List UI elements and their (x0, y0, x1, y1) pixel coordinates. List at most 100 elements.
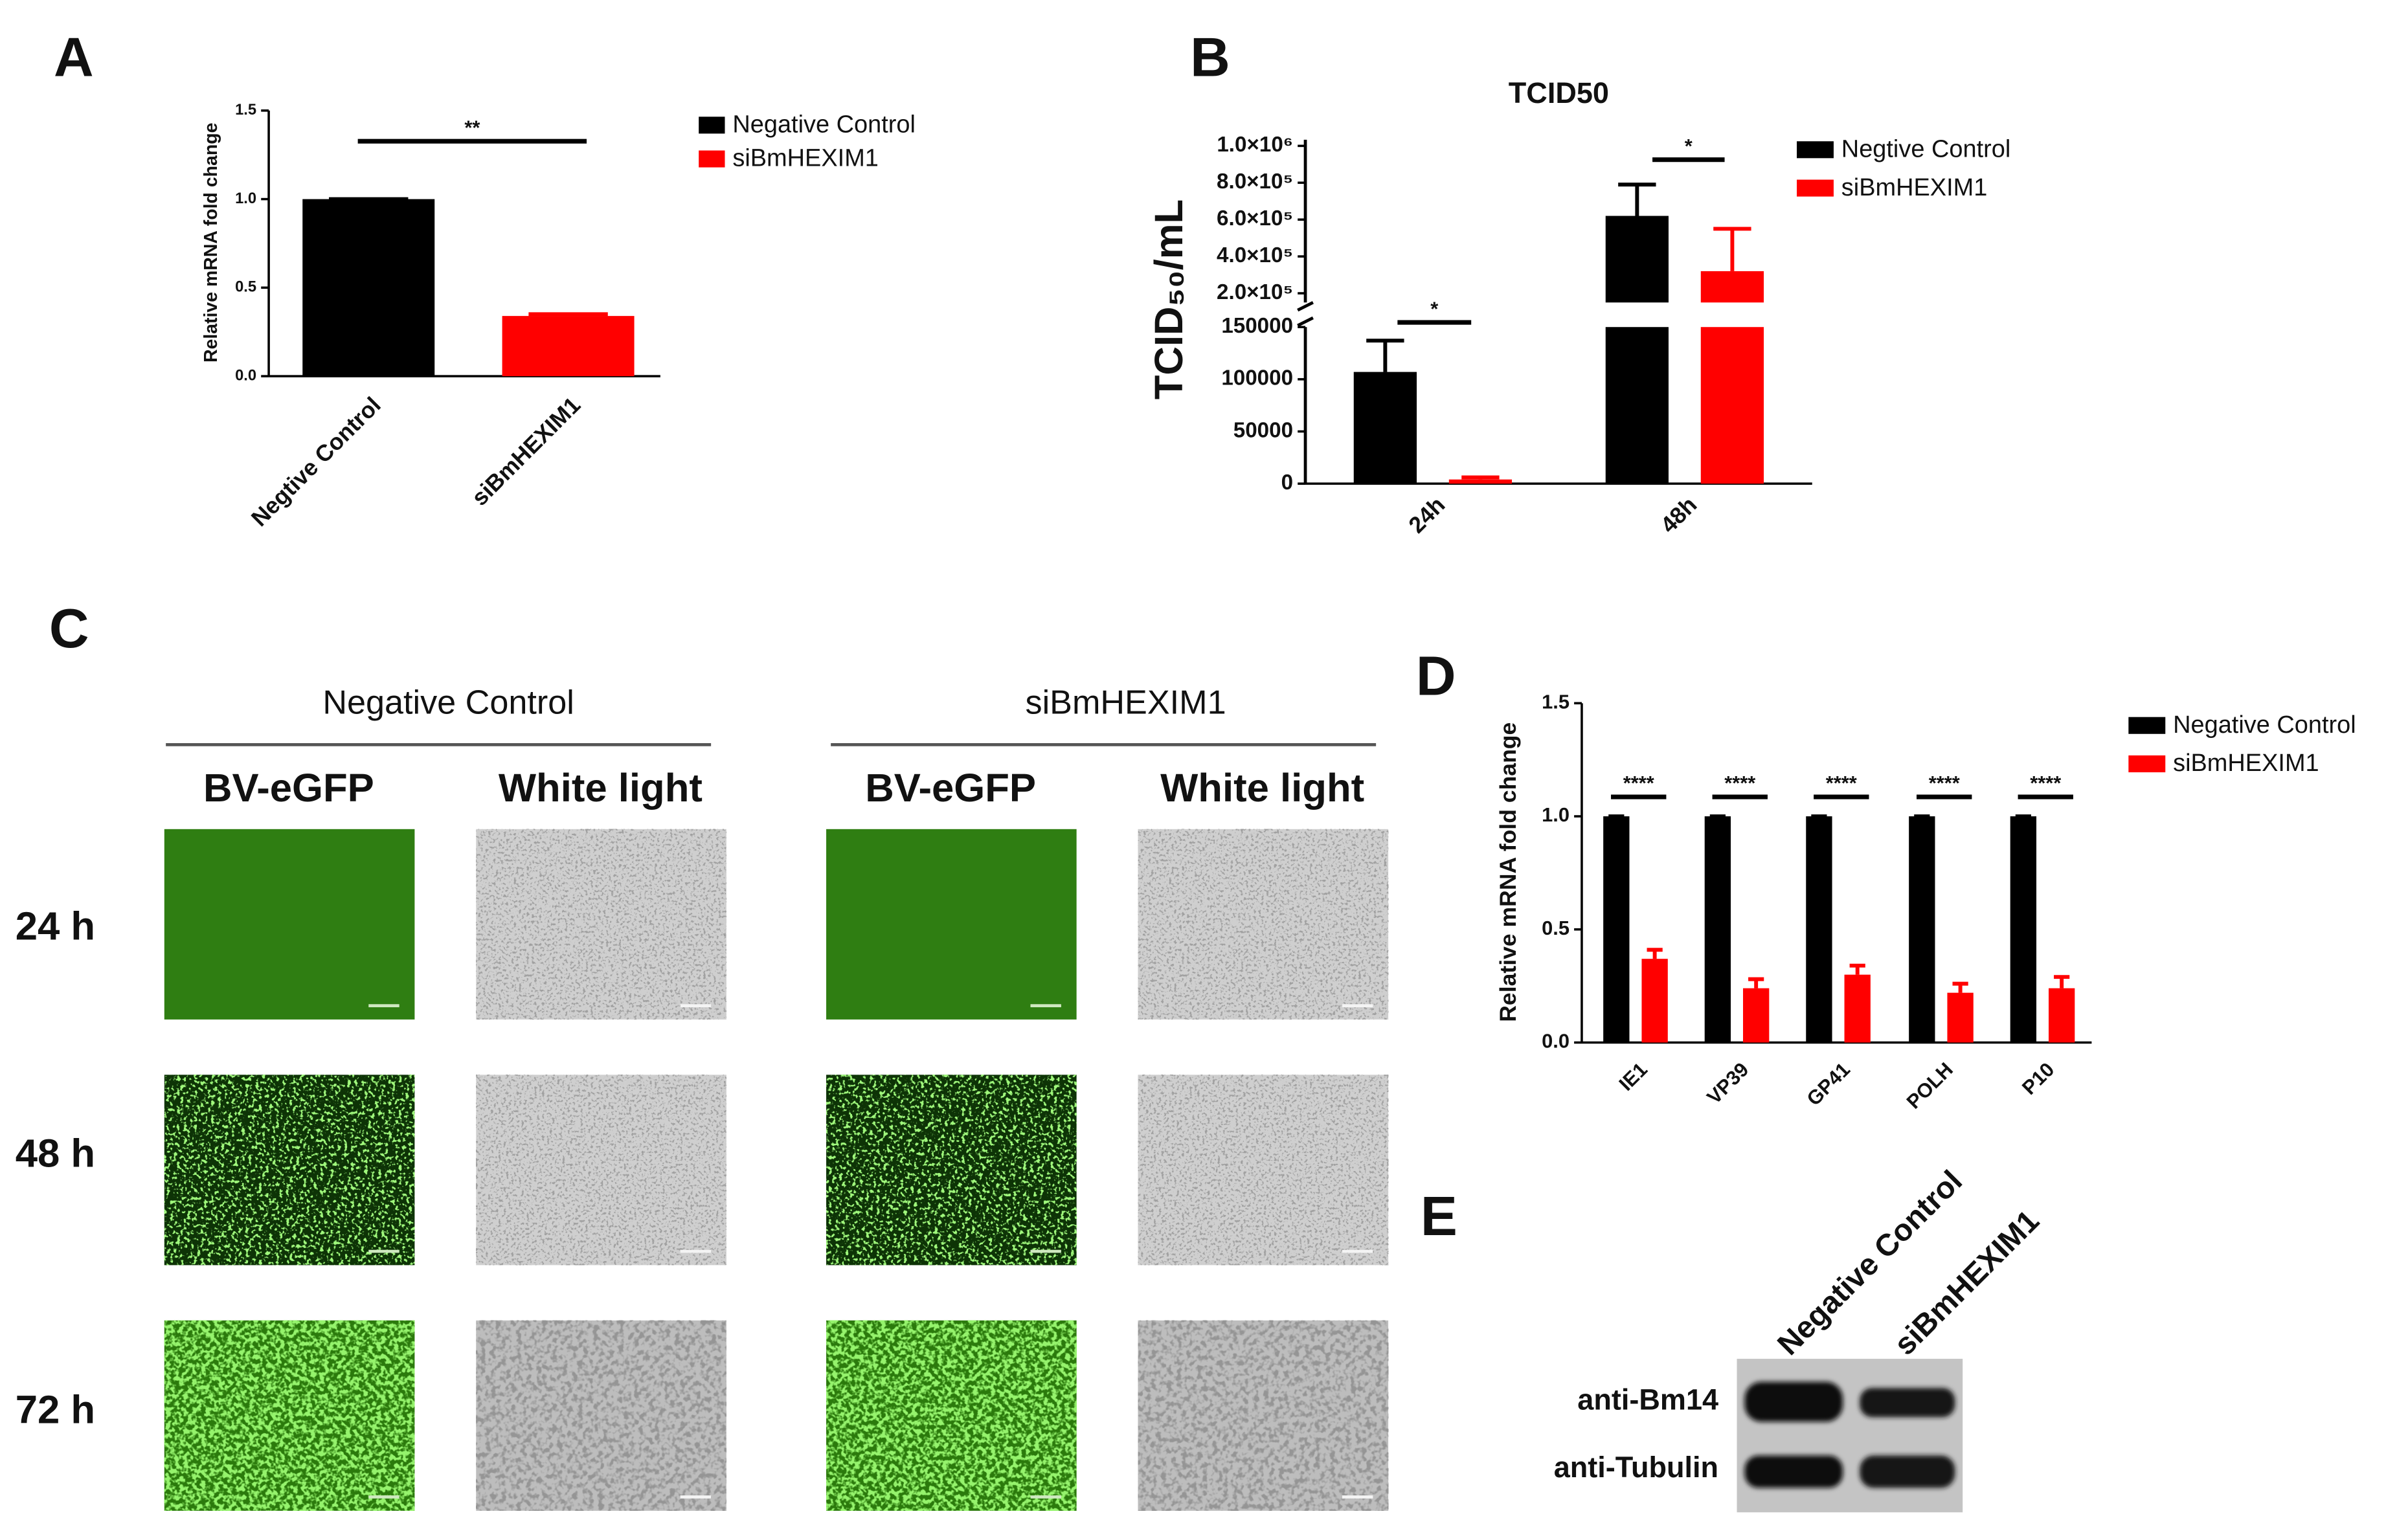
micrograph (164, 829, 415, 1020)
y-tick-label: 0.0 (235, 367, 256, 384)
micrograph-texture (476, 829, 726, 1020)
y-tick-label: 4.0×10⁵ (1217, 243, 1293, 267)
channel-header: White light (499, 766, 703, 810)
significance-label: ** (464, 116, 480, 139)
y-tick-label: 1.0 (1542, 803, 1570, 826)
antibody-label: anti-Tubulin (1554, 1451, 1718, 1484)
y-tick-label: 0.5 (235, 279, 256, 296)
error-bar (1713, 227, 1751, 271)
bar (1353, 372, 1417, 484)
panel-letter: C (49, 598, 89, 660)
bar (502, 316, 635, 377)
bar (1605, 216, 1669, 303)
legend-swatch (699, 150, 725, 168)
x-tick-label: 24h (1404, 492, 1450, 539)
error-bar (1366, 339, 1404, 372)
micrograph-texture (476, 1075, 726, 1266)
error-bar (1748, 977, 1764, 988)
row-label: 24 h (16, 904, 95, 948)
error-bar (1952, 981, 1968, 993)
group-header: Negative Control (322, 684, 574, 721)
x-tick-label: siBmHEXIM1 (467, 392, 585, 510)
significance-label: **** (1929, 772, 1960, 794)
y-tick-label: 0.0 (1542, 1030, 1570, 1053)
bar (1700, 271, 1764, 303)
y-tick-label: 150000 (1221, 314, 1293, 338)
row-label: 72 h (16, 1387, 95, 1432)
bar (1844, 974, 1871, 1043)
y-tick-label: 1.0×10⁶ (1217, 133, 1293, 157)
y-tick-label: 100000 (1221, 366, 1293, 390)
error-bar (1461, 475, 1500, 480)
significance-label: **** (1623, 772, 1654, 794)
y-tick-label: 1.5 (235, 102, 256, 118)
y-tick-label: 2.0×10⁵ (1217, 280, 1293, 304)
y-tick-label: 50000 (1233, 418, 1293, 442)
micrograph-texture (1138, 1075, 1389, 1266)
legend-swatch (2128, 717, 2166, 734)
significance-label: * (1430, 297, 1438, 320)
channel-header: BV-eGFP (203, 766, 374, 810)
bar (1806, 816, 1832, 1043)
x-tick-label: P10 (2018, 1058, 2059, 1099)
x-tick-label: 48h (1656, 492, 1702, 539)
legend-swatch (699, 117, 725, 134)
bar (1743, 988, 1770, 1043)
group-header: siBmHEXIM1 (1025, 684, 1226, 721)
x-tick-label: POLH (1902, 1058, 1957, 1113)
micrograph-texture (164, 1320, 415, 1511)
y-axis-label: Relative mRNA fold change (1495, 722, 1521, 1022)
y-tick-label: 0 (1281, 471, 1293, 495)
micrograph-texture (476, 1320, 726, 1511)
channel-header: White light (1160, 766, 1364, 810)
significance-label: * (1685, 135, 1693, 157)
legend-swatch (2128, 755, 2166, 773)
legend-label: Negtive Control (1841, 135, 2010, 162)
antibody-label: anti-Bm14 (1577, 1383, 1718, 1416)
chart-title: TCID50 (1509, 76, 1609, 109)
y-tick-label: 1.5 (1542, 690, 1570, 713)
panel-letter: B (1190, 27, 1230, 88)
bar (1641, 959, 1668, 1043)
x-tick-label: IE1 (1614, 1058, 1651, 1095)
error-bar (528, 312, 608, 317)
legend-label: Negative Control (2173, 711, 2356, 739)
error-bar (1849, 963, 1865, 975)
significance-label: **** (2030, 772, 2061, 794)
panel-letter: A (54, 27, 94, 88)
channel-header: BV-eGFP (865, 766, 1036, 810)
bar (1448, 479, 1513, 484)
panel-letter: D (1416, 645, 1456, 707)
y-tick-label: 6.0×10⁵ (1217, 206, 1293, 230)
axis-break (1297, 301, 1314, 327)
blot-bands (1744, 1381, 1955, 1488)
bar (302, 199, 435, 377)
micrograph-texture (1138, 829, 1389, 1020)
legend-label: Negative Control (732, 111, 916, 139)
y-tick-label: 0.5 (1542, 917, 1570, 939)
legend-label: siBmHEXIM1 (732, 145, 879, 172)
legend-label: siBmHEXIM1 (1841, 174, 1988, 201)
bar (1603, 816, 1630, 1043)
bar (1605, 327, 1669, 484)
micrograph-texture (826, 1075, 1077, 1266)
significance-label: **** (1826, 772, 1857, 794)
bar (2048, 988, 2075, 1043)
x-tick-label: GP41 (1802, 1058, 1854, 1110)
row-label: 48 h (16, 1131, 95, 1176)
significance-label: **** (1724, 772, 1755, 794)
error-bar (2054, 975, 2070, 988)
y-tick-label: 8.0×10⁵ (1217, 170, 1293, 194)
bar (1700, 327, 1764, 484)
panel-letter: E (1421, 1186, 1457, 1247)
legend-label: siBmHEXIM1 (2173, 750, 2319, 777)
bar (2010, 816, 2037, 1043)
error-bar (1647, 948, 1663, 959)
micrograph-texture (826, 1320, 1077, 1511)
legend-swatch (1797, 179, 1834, 197)
bar (1704, 816, 1731, 1043)
x-tick-label: Negtive Control (246, 392, 386, 531)
micrograph-texture (164, 1075, 415, 1266)
